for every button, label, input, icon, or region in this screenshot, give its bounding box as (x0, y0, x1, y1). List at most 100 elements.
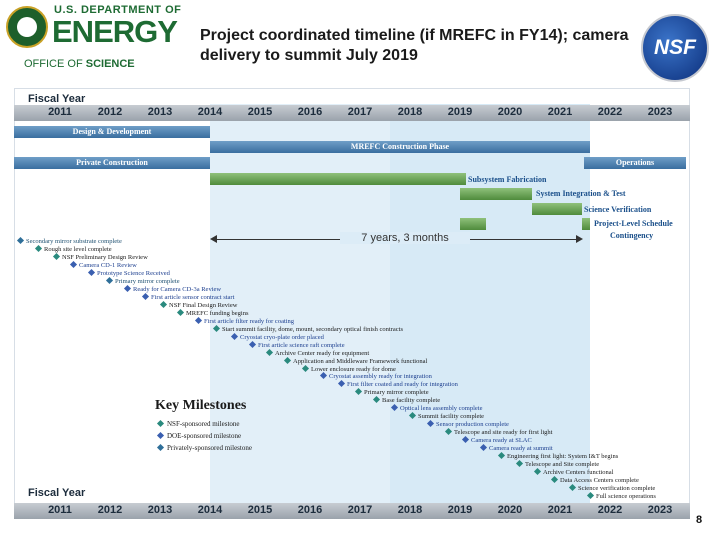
diamond-icon (337, 379, 346, 388)
milestone-item: Cryostat cryo-plate order placed (230, 332, 324, 342)
milestone-label: Sensor production complete (436, 421, 509, 428)
doe-seal-logo (6, 6, 48, 48)
diamond-icon (176, 308, 185, 317)
milestone-label: Science verification complete (578, 485, 656, 492)
diamond-icon (159, 300, 168, 309)
milestone-item: Full science operations (586, 491, 656, 501)
milestone-item: Optical lens assembly complete (390, 403, 483, 413)
phase-operations: Operations (584, 157, 686, 169)
milestone-item: Camera ready at SLAC (461, 435, 532, 445)
milestone-item: Lower enclosure ready for dome (301, 364, 396, 374)
page-number: 8 (696, 514, 703, 526)
diamond-icon (568, 483, 577, 492)
year-label: 2017 (347, 504, 373, 516)
year-label: 2022 (597, 504, 623, 516)
diamond-icon (550, 475, 559, 484)
diamond-icon (248, 340, 257, 349)
diamond-icon (212, 324, 221, 333)
doe-office-science: SCIENCE (85, 58, 135, 70)
legend-item-label: DOE-sponsored milestone (167, 432, 242, 440)
milestone-label: Prototype Science Received (97, 270, 170, 277)
year-label: 2021 (547, 106, 573, 118)
year-label: 2012 (97, 106, 123, 118)
diamond-icon (156, 419, 165, 428)
year-label: 2020 (497, 504, 523, 516)
diamond-icon (156, 443, 165, 452)
year-label: 2019 (447, 106, 473, 118)
milestone-item: NSF Final Design Review (159, 300, 238, 310)
milestone-item: Application and Middleware Framework fun… (283, 356, 428, 366)
phase-design-development: Design & Development (14, 126, 210, 138)
diamond-icon (444, 427, 453, 436)
span-label: 7 years, 3 months (340, 232, 470, 244)
milestone-label: NSF Final Design Review (169, 302, 238, 309)
milestone-item: Data Access Centers complete (550, 475, 639, 485)
phase-system-integration-bar (460, 188, 532, 200)
milestone-label: NSF Preliminary Design Review (62, 254, 148, 261)
diamond-icon (319, 371, 328, 380)
contingency-label-1: Project-Level Schedule (594, 219, 673, 228)
diamond-icon (69, 260, 78, 269)
year-label: 2022 (597, 106, 623, 118)
milestone-label: Camera ready at SLAC (471, 437, 532, 444)
diamond-icon (515, 459, 524, 468)
diamond-icon (156, 431, 165, 440)
milestone-item: MREFC funding begins (176, 308, 248, 318)
contingency-label-2: Contingency (610, 231, 654, 240)
contingency-bar-2 (582, 218, 590, 230)
milestone-item: First article science raft complete (248, 340, 345, 350)
year-label: 2014 (197, 504, 223, 516)
diamond-icon (586, 491, 595, 500)
phase-subsystem-fabrication-bar (210, 173, 466, 185)
milestone-item: First article filter ready for coating (194, 316, 294, 326)
legend-item-label: NSF-sponsored milestone (167, 420, 240, 428)
milestone-item: Rough site level complete (34, 244, 112, 254)
milestone-item: Cryostat assembly ready for integration (319, 371, 432, 381)
milestone-label: Archive Center ready for equipment (275, 350, 370, 357)
phase-system-integration-label: System Integration & Test (536, 189, 626, 198)
diamond-icon (194, 316, 203, 325)
diamond-icon (16, 236, 25, 245)
milestone-label: Base facility complete (382, 397, 441, 404)
diamond-icon (408, 411, 417, 420)
phase-science-verification-bar (532, 203, 582, 215)
milestone-label: Cryostat assembly ready for integration (329, 373, 432, 380)
milestone-label: Camera ready at summit (489, 445, 553, 452)
milestone-item: NSF Preliminary Design Review (52, 252, 148, 262)
year-label: 2014 (197, 106, 223, 118)
milestone-label: Data Access Centers complete (560, 477, 639, 484)
diamond-icon (372, 395, 381, 404)
span-arrow-right-icon (576, 235, 583, 243)
diamond-icon (533, 467, 542, 476)
diamond-icon (52, 252, 61, 261)
milestone-label: Application and Middleware Framework fun… (293, 358, 428, 365)
milestone-item: Primary mirror complete (105, 276, 180, 286)
milestone-label: Summit facility complete (418, 413, 485, 420)
milestone-label: Full science operations (596, 493, 656, 500)
year-axis-top (14, 105, 690, 121)
milestone-item: Science verification complete (568, 483, 656, 493)
milestone-item: First article sensor contract start (141, 292, 234, 302)
legend-item-doe: DOE-sponsored milestone (156, 431, 242, 440)
phase-private-construction: Private Construction (14, 157, 210, 169)
milestone-label: Telescope and site ready for first light (454, 429, 553, 436)
year-label: 2019 (447, 504, 473, 516)
milestone-label: Primary mirror complete (364, 389, 429, 396)
year-axis-bottom (14, 503, 690, 519)
contingency-bar-1 (460, 218, 486, 230)
year-label: 2013 (147, 106, 173, 118)
doe-energy-wordmark: ENERGY (52, 14, 178, 49)
milestone-label: Rough site level complete (44, 246, 112, 253)
year-label: 2013 (147, 504, 173, 516)
milestone-label: Engineering first light: System I&T begi… (507, 453, 619, 460)
year-label: 2021 (547, 504, 573, 516)
diamond-icon (301, 364, 310, 373)
year-label: 2016 (297, 106, 323, 118)
phase-science-verification-label: Science Verification (584, 205, 652, 214)
year-label: 2015 (247, 106, 273, 118)
milestone-label: Archive Centers functional (543, 469, 614, 476)
milestone-label: Cryostat cryo-plate order placed (240, 334, 324, 341)
diamond-icon (354, 387, 363, 396)
milestone-item: Primary mirror complete (354, 387, 429, 397)
milestone-item: Engineering first light: System I&T begi… (497, 451, 619, 461)
